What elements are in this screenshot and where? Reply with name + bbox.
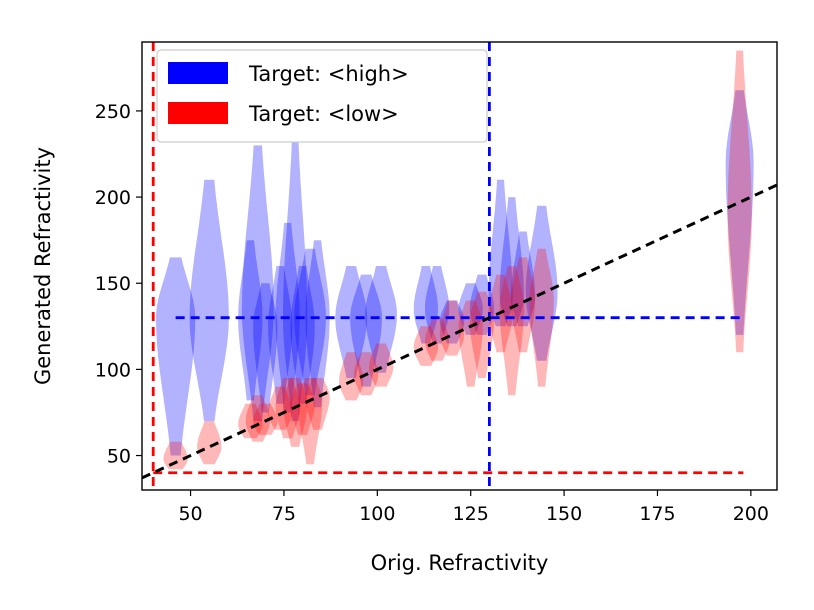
- high-violin-5: [268, 266, 293, 404]
- identity-diagonal-line: [142, 183, 777, 480]
- high-violin-0: [156, 257, 196, 456]
- low-violin-16: [439, 300, 465, 356]
- low-violin-1: [197, 421, 222, 465]
- high-violin-1: [189, 179, 229, 422]
- low-violin-14: [413, 326, 438, 366]
- y-tick-label: 100: [95, 359, 131, 381]
- low-violin-5: [268, 386, 293, 430]
- legend-swatch: [168, 102, 228, 124]
- y-tick-label: 200: [95, 187, 131, 209]
- low-violin-0: [163, 441, 188, 470]
- low-violin-7: [283, 378, 308, 447]
- x-tick-label: 75: [272, 503, 296, 525]
- legend: Target: <high> Target: <low>: [156, 49, 488, 143]
- legend-label: Target: <high>: [248, 62, 409, 86]
- x-axis-label: Orig. Refractivity: [371, 551, 549, 575]
- legend-box: [156, 49, 488, 143]
- high-violin-3: [241, 145, 274, 422]
- x-tick-label: 150: [546, 503, 582, 525]
- low-violin-9: [298, 378, 323, 465]
- high-violin-12: [350, 274, 382, 387]
- low-violin-8: [290, 383, 315, 435]
- low-violin-23: [727, 50, 752, 353]
- high-violin-9: [294, 248, 326, 396]
- high-violin-11: [335, 266, 368, 378]
- legend-label: Target: <low>: [248, 102, 399, 126]
- low-violin-13: [368, 343, 394, 387]
- low-violin-3: [245, 395, 270, 442]
- low-violin-18: [469, 291, 494, 378]
- high-violin-19: [488, 179, 513, 327]
- high-violin-17: [458, 283, 483, 335]
- high-violin-22: [525, 205, 558, 361]
- x-tick-label: 200: [733, 503, 769, 525]
- y-axis-label: Generated Refractivity: [31, 147, 55, 385]
- low-violin-21: [510, 257, 536, 353]
- low-violin-11: [339, 352, 364, 401]
- y-tick-label: 50: [107, 446, 131, 468]
- x-tick-label: 50: [178, 503, 202, 525]
- low-violin-6: [275, 378, 300, 439]
- high-violin-2: [238, 240, 263, 401]
- low-violin-20: [499, 266, 524, 396]
- high-violin-10: [305, 240, 330, 408]
- x-tick-label: 125: [453, 503, 489, 525]
- legend-swatch: [168, 62, 228, 84]
- y-axis-ticks: 50 100 150 200 250: [95, 101, 142, 468]
- high-violin-21: [510, 231, 536, 327]
- x-axis-ticks: 50 75 100 125 150 175 200: [178, 490, 769, 525]
- high-violin-7: [283, 141, 308, 422]
- high-violin-14: [413, 266, 438, 344]
- low-violin-17: [458, 300, 483, 387]
- reference-lines: [142, 42, 777, 490]
- low-violin-15: [425, 317, 450, 361]
- low-violin-4: [253, 403, 278, 435]
- plot-marks: [156, 50, 754, 470]
- low-violin-10: [305, 378, 330, 430]
- x-tick-label: 100: [359, 503, 395, 525]
- high-violin-13: [365, 266, 397, 373]
- high-violin-23: [725, 90, 754, 335]
- high-violin-4: [253, 283, 278, 413]
- high-violin-15: [425, 266, 450, 344]
- y-tick-label: 250: [95, 101, 131, 123]
- high-violin-20: [499, 197, 524, 327]
- y-tick-label: 150: [95, 273, 131, 295]
- high-violin-8: [290, 266, 315, 404]
- x-tick-label: 175: [639, 503, 675, 525]
- plot-frame: [141, 41, 778, 491]
